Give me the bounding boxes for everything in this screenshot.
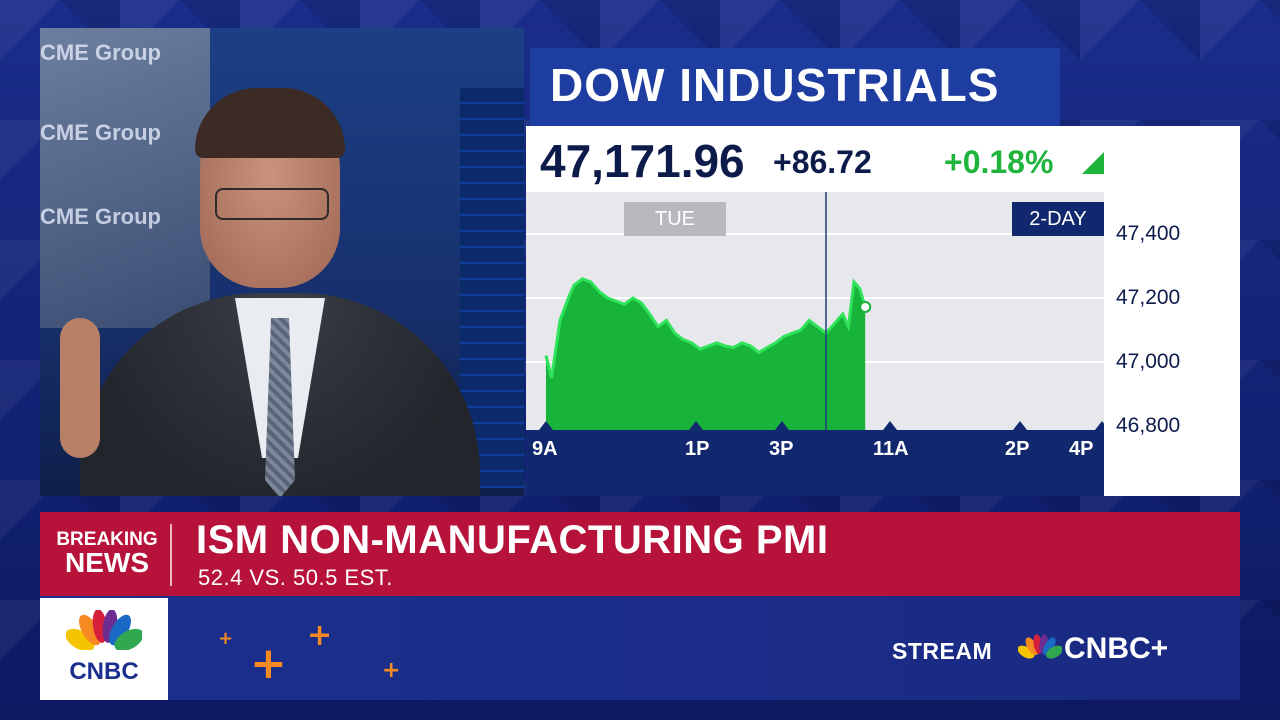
breaking-headline: ISM NON-MANUFACTURING PMI xyxy=(196,518,829,562)
wall-logo-text: CME Group xyxy=(40,40,161,65)
chart-plot xyxy=(526,192,1104,430)
y-tick-label: 47,000 xyxy=(1116,350,1181,373)
breaking-subline: 52.4 VS. 50.5 EST. xyxy=(198,565,393,590)
cnbc-plus-brand: CNBC+ xyxy=(1064,632,1169,665)
cnbc-plus-peacock-icon xyxy=(1018,634,1062,659)
x-tick-marker xyxy=(689,421,703,430)
x-tick-label: 11A xyxy=(873,438,909,460)
plus-decor-icon: + xyxy=(307,618,333,653)
plus-decor-icon: + xyxy=(218,628,234,649)
x-tick-marker xyxy=(1095,421,1104,430)
index-price: 47,171.96 xyxy=(540,135,745,187)
breaking-label-line2: NEWS xyxy=(65,547,149,578)
breaking-divider xyxy=(170,524,172,586)
anchor-video-feed: CME Group CME Group CME Group xyxy=(40,28,524,496)
index-percent-change: +0.18% xyxy=(944,144,1054,180)
x-tick-label: 9A xyxy=(532,438,558,460)
x-tick-label: 4P xyxy=(1069,438,1094,460)
breaking-news-label: BREAKING NEWS xyxy=(52,530,162,577)
x-tick-marker xyxy=(1013,421,1027,430)
x-tick-marker xyxy=(775,421,789,430)
plus-decor-icon: + xyxy=(250,638,287,689)
wall-logo-text: CME Group xyxy=(40,120,161,145)
x-tick-label: 3P xyxy=(769,438,794,460)
chart-title: DOW INDUSTRIALS xyxy=(550,59,1000,111)
wall-logo-text: CME Group xyxy=(40,204,161,229)
x-axis-strip xyxy=(526,430,1104,496)
last-price-marker xyxy=(859,300,872,313)
x-tick-marker xyxy=(539,421,553,430)
price-line xyxy=(544,277,867,379)
x-tick-label: 2P xyxy=(1005,438,1030,460)
range-toggle[interactable]: 2-DAY xyxy=(1012,202,1104,236)
y-tick-label: 47,400 xyxy=(1116,222,1181,245)
day-label: TUE xyxy=(624,202,726,236)
breaking-news-bar xyxy=(40,512,1240,596)
cnbc-logo-text: CNBC xyxy=(69,658,139,685)
x-tick-marker xyxy=(883,421,897,430)
breaking-label-line1: BREAKING xyxy=(56,529,158,550)
stream-label: STREAM xyxy=(892,638,993,664)
cme-wall: CME Group CME Group CME Group xyxy=(40,28,210,328)
index-change: +86.72 xyxy=(773,144,872,180)
price-area xyxy=(546,278,866,430)
plus-decor-icon: + xyxy=(382,658,401,683)
y-axis-panel xyxy=(1104,192,1240,496)
chart-title-box xyxy=(530,48,1060,126)
cnbc-peacock-icon xyxy=(66,610,142,656)
y-tick-label: 46,800 xyxy=(1116,414,1181,437)
anchor-person xyxy=(60,88,480,496)
y-tick-label: 47,200 xyxy=(1116,286,1181,309)
x-tick-label: 1P xyxy=(685,438,710,460)
